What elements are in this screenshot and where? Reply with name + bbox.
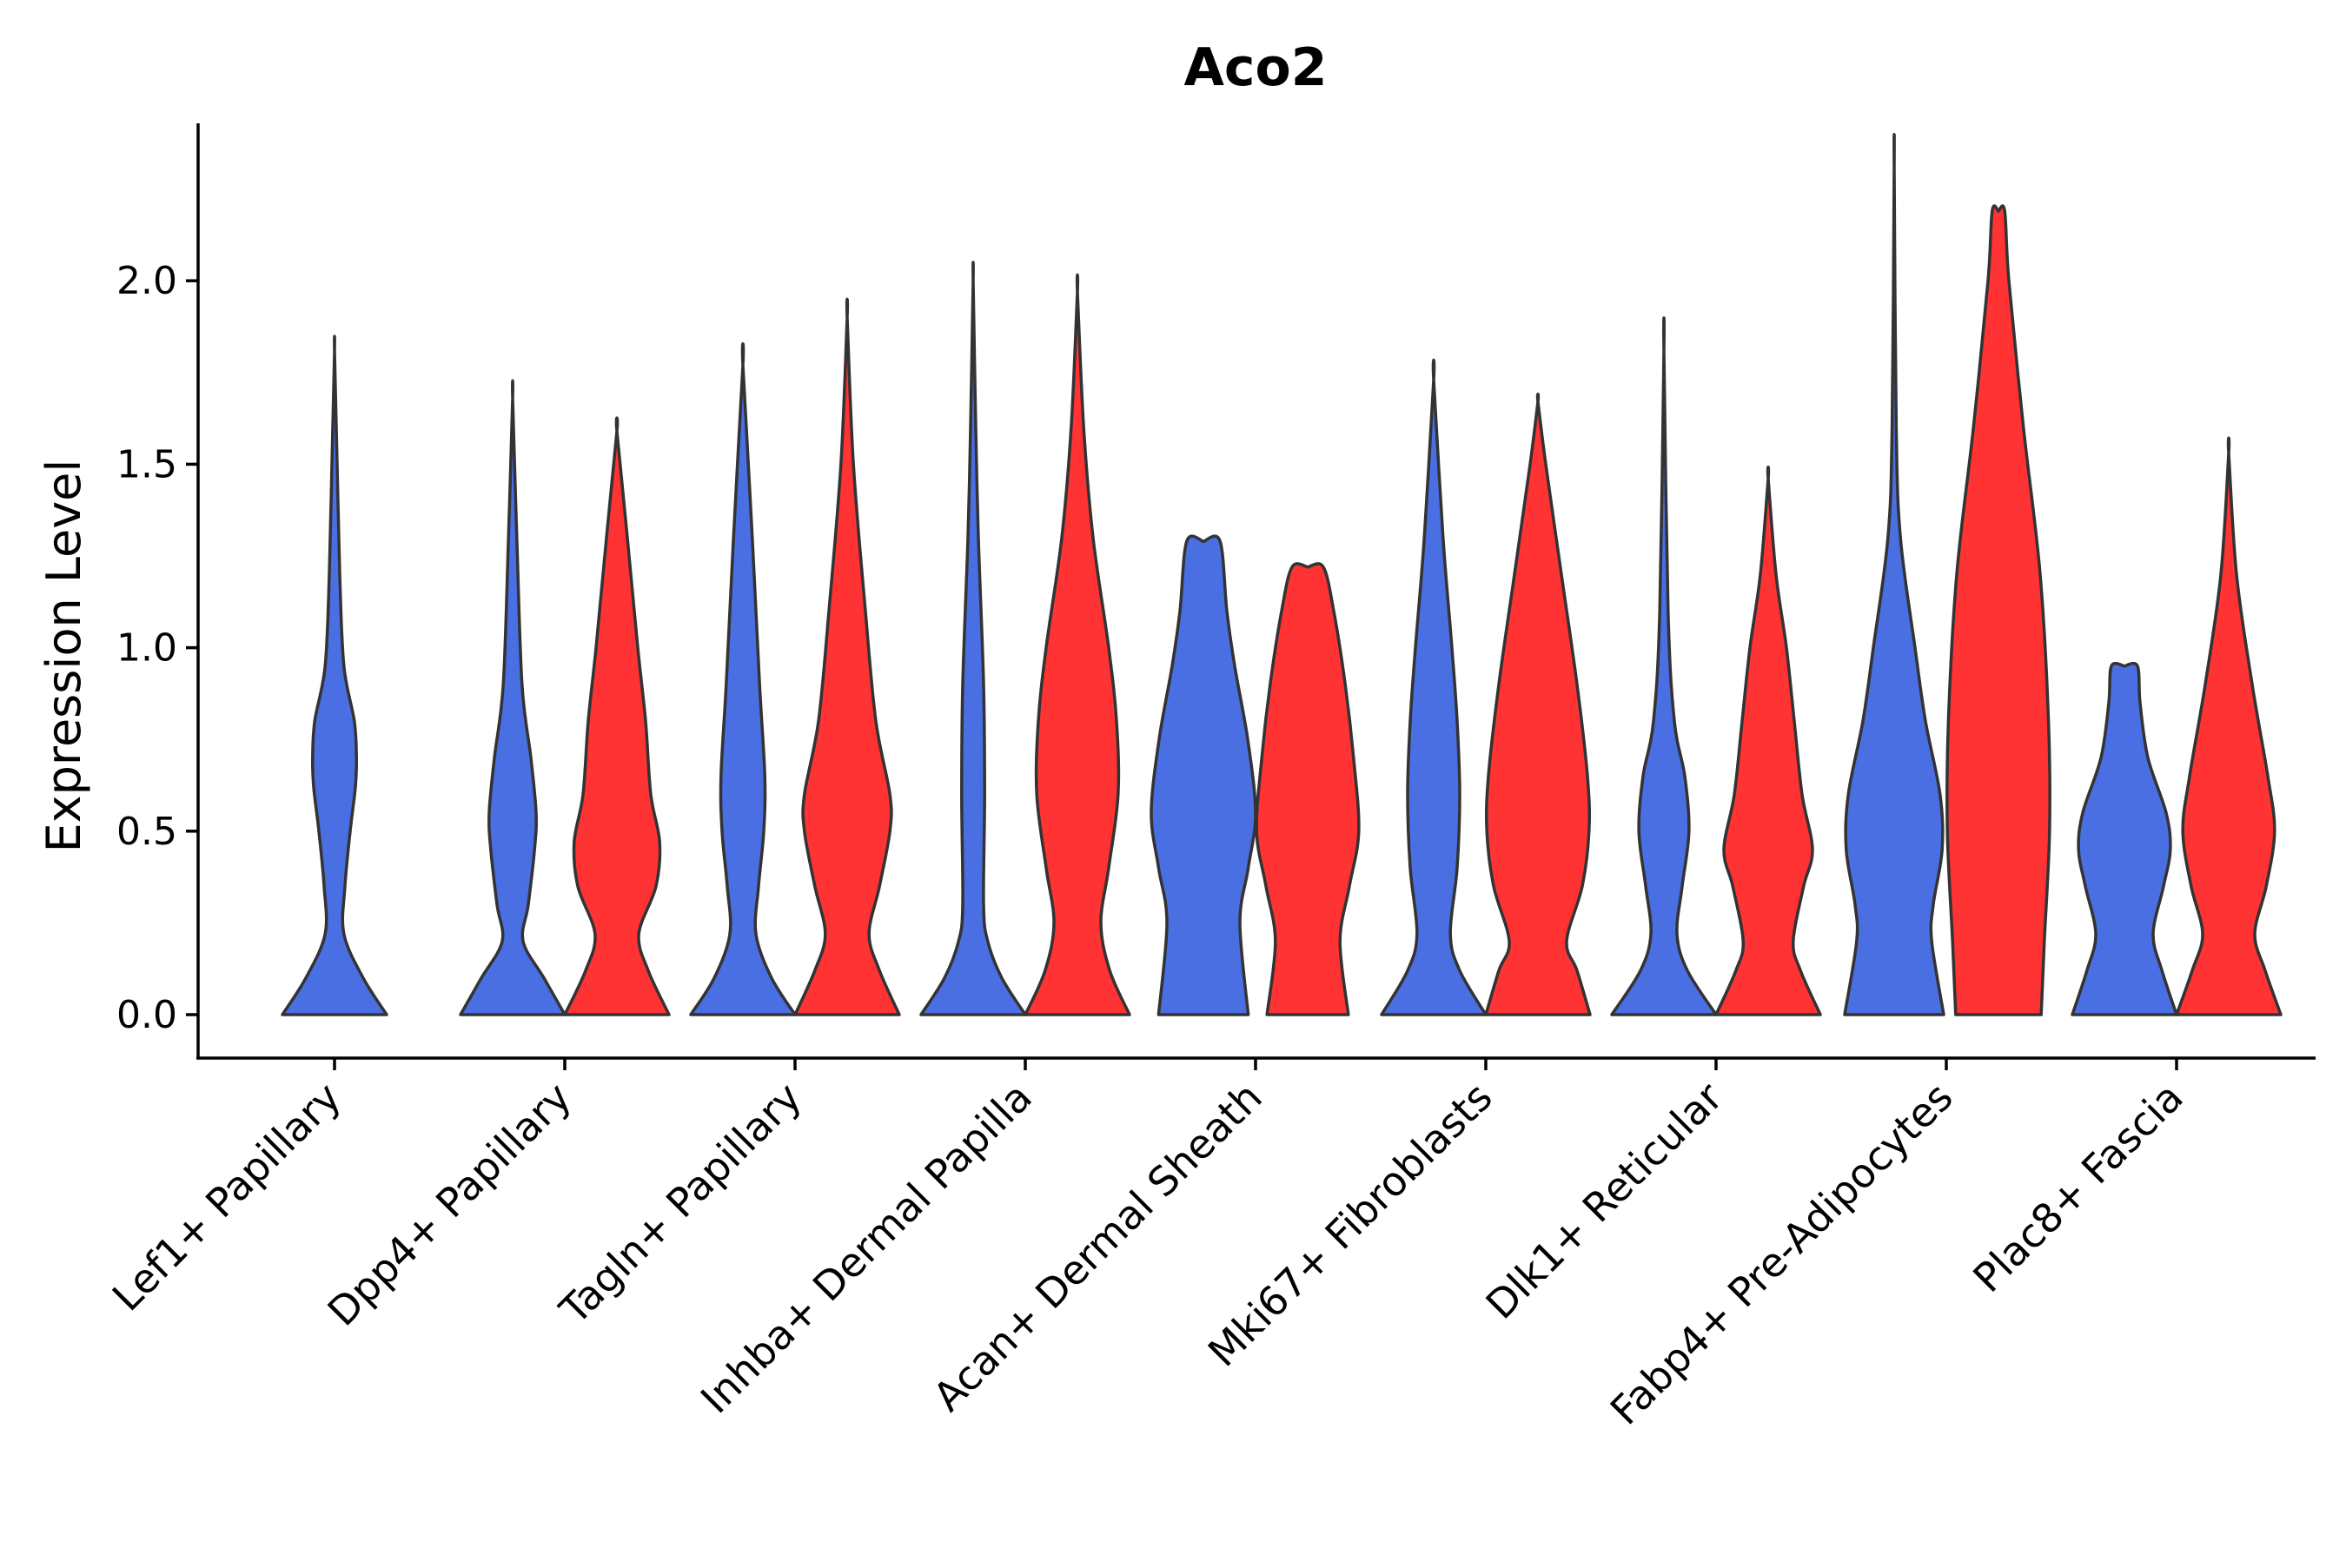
violin-blue (1380, 359, 1488, 1016)
x-category-label: Plac8+ Fascia (1964, 1074, 2191, 1301)
y-ticks: 0.0 0.5 1.0 1.5 2.0 (116, 259, 198, 1037)
violin-red (563, 416, 671, 1016)
violins-layer (281, 133, 2283, 1016)
y-tick-label: 2.0 (116, 259, 177, 303)
x-category-label: Lef1+ Papillary (103, 1074, 350, 1320)
violin-blue (1150, 534, 1257, 1016)
y-axis-title: Expression Level (36, 460, 91, 853)
violin-blue (2071, 661, 2178, 1016)
y-tick-label: 0.0 (116, 993, 177, 1037)
violin-blue (1610, 316, 1718, 1016)
violin-blue (919, 261, 1027, 1016)
violin-blue (459, 379, 567, 1016)
chart-title: Aco2 (1184, 37, 1328, 98)
violin-red (793, 297, 901, 1016)
violin-red (1484, 392, 1592, 1016)
y-tick-label: 1.0 (116, 626, 177, 671)
violin-blue (689, 342, 797, 1016)
violin-blue (281, 334, 388, 1016)
violin-red (1714, 465, 1822, 1016)
y-tick-label: 1.5 (116, 442, 177, 486)
x-category-label: Tagln+ Papillary (550, 1074, 811, 1334)
y-tick-label: 0.5 (116, 810, 177, 854)
x-category-label: Dpp4+ Papillary (319, 1074, 580, 1335)
violin-red (1024, 273, 1131, 1016)
violin-blue (1843, 133, 1945, 1016)
violin-red (1255, 562, 1361, 1016)
x-category-label: Dlk1+ Reticular (1477, 1074, 1732, 1328)
violin-red (1945, 204, 2051, 1016)
violin-red (2175, 436, 2283, 1016)
